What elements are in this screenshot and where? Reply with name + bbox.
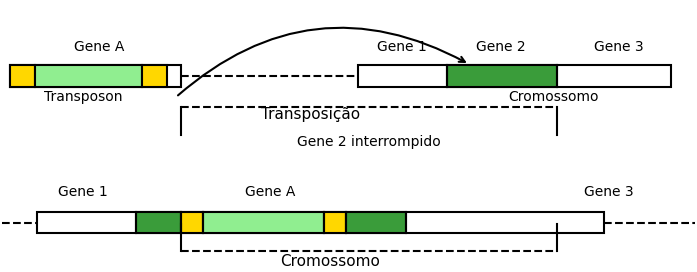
Bar bbox=[346, 212, 406, 233]
Bar bbox=[447, 65, 557, 87]
Text: Gene 1: Gene 1 bbox=[59, 185, 108, 199]
Text: Transposição: Transposição bbox=[261, 107, 360, 122]
Bar bbox=[203, 212, 324, 233]
Text: Gene A: Gene A bbox=[74, 41, 125, 54]
Bar bbox=[324, 212, 346, 233]
Text: Gene 2 interrompido: Gene 2 interrompido bbox=[297, 135, 441, 149]
Bar bbox=[10, 65, 35, 87]
Text: Gene 2: Gene 2 bbox=[477, 41, 526, 54]
Text: Transposon: Transposon bbox=[44, 90, 123, 104]
Bar bbox=[136, 212, 181, 233]
Text: Gene 1: Gene 1 bbox=[377, 41, 427, 54]
Bar bbox=[10, 65, 181, 87]
Text: Cromossomo: Cromossomo bbox=[280, 254, 380, 269]
Text: Gene 3: Gene 3 bbox=[594, 41, 643, 54]
Bar bbox=[181, 212, 203, 233]
Bar bbox=[142, 65, 167, 87]
Text: Gene A: Gene A bbox=[245, 185, 296, 199]
Text: Cromossomo: Cromossomo bbox=[509, 90, 599, 104]
Bar bbox=[358, 65, 671, 87]
Text: Gene 3: Gene 3 bbox=[584, 185, 634, 199]
Bar bbox=[37, 212, 604, 233]
Bar bbox=[35, 65, 142, 87]
